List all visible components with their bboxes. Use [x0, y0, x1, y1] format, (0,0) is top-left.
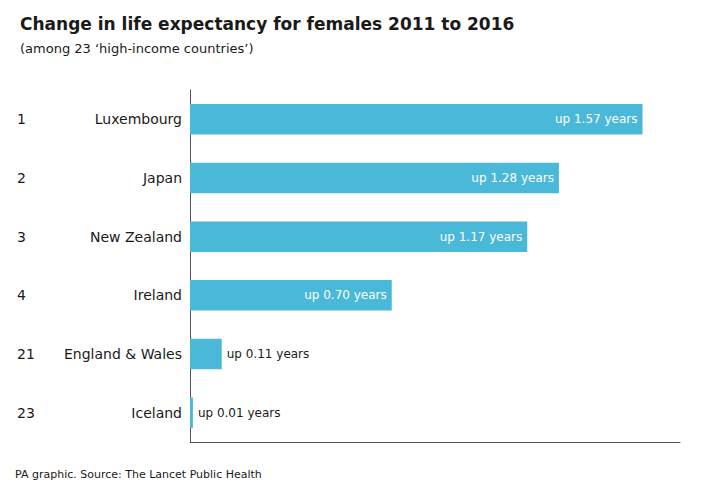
- svg-text:Change in life expectancy for: Change in life expectancy for females 20…: [20, 14, 514, 34]
- svg-text:Japan: Japan: [142, 170, 182, 186]
- svg-text:4: 4: [17, 287, 26, 303]
- svg-text:PA graphic. Source: The Lancet: PA graphic. Source: The Lancet Public He…: [15, 468, 262, 481]
- svg-text:23: 23: [17, 405, 35, 421]
- svg-text:up 1.17 years: up 1.17 years: [440, 230, 523, 244]
- svg-text:up 0.11 years: up 0.11 years: [227, 347, 310, 361]
- svg-text:New Zealand: New Zealand: [90, 229, 182, 245]
- svg-text:Luxembourg: Luxembourg: [95, 111, 182, 127]
- svg-text:Ireland: Ireland: [134, 287, 182, 303]
- svg-text:up 0.70 years: up 0.70 years: [304, 288, 387, 302]
- svg-text:1: 1: [17, 111, 26, 127]
- svg-text:2: 2: [17, 170, 26, 186]
- svg-text:up 0.01 years: up 0.01 years: [198, 406, 281, 420]
- svg-text:England & Wales: England & Wales: [64, 346, 182, 362]
- svg-text:Iceland: Iceland: [131, 405, 182, 421]
- svg-text:up 1.57 years: up 1.57 years: [555, 112, 638, 126]
- svg-text:(among 23 ‘high-income countri: (among 23 ‘high-income countries’): [20, 41, 253, 56]
- svg-text:up 1.28 years: up 1.28 years: [471, 171, 554, 185]
- svg-text:21: 21: [17, 346, 35, 362]
- svg-text:3: 3: [17, 229, 26, 245]
